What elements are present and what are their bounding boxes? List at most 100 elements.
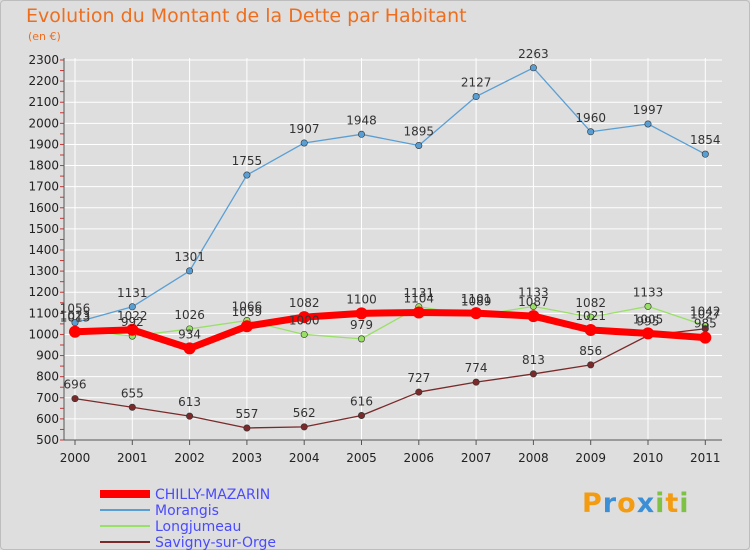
- x-tick-label: 2011: [690, 451, 721, 465]
- data-label: 1056: [60, 302, 91, 316]
- data-label: 562: [293, 406, 316, 420]
- data-label: 1133: [633, 285, 664, 299]
- data-point: [128, 403, 136, 411]
- data-label: 1042: [690, 305, 721, 319]
- data-point: [644, 302, 652, 310]
- data-point: [240, 320, 253, 333]
- logo-letter: r: [602, 488, 618, 519]
- legend: CHILLY-MAZARINMorangisLongjumeauSavigny-…: [100, 487, 276, 550]
- data-point: [186, 267, 194, 275]
- data-label: 995: [637, 315, 660, 329]
- y-tick-label: 2000: [28, 116, 59, 130]
- series-line: [74, 305, 706, 340]
- x-tick-label: 2009: [575, 451, 606, 465]
- data-point: [587, 313, 595, 321]
- x-tick-label: 2007: [461, 451, 492, 465]
- data-point: [529, 302, 537, 310]
- data-label: 1039: [232, 305, 263, 319]
- logo-letter: o: [617, 488, 637, 519]
- data-label: 1131: [117, 286, 148, 300]
- data-point: [529, 64, 537, 72]
- data-label: 1021: [575, 309, 606, 323]
- series-line: [71, 308, 709, 352]
- data-point: [300, 423, 308, 431]
- x-tick-label: 2002: [174, 451, 205, 465]
- data-point: [415, 142, 423, 150]
- data-point: [126, 323, 139, 336]
- series-line: [74, 328, 706, 429]
- data-label: 1066: [232, 300, 263, 314]
- data-label: 1022: [117, 309, 148, 323]
- data-label: 1960: [575, 111, 606, 125]
- data-label: 1082: [575, 296, 606, 310]
- data-label: 979: [350, 318, 373, 332]
- data-point: [527, 310, 540, 323]
- axes: 500 600 700 800 900 1000 1100 1200 1300 1400 1500 1…: [28, 53, 722, 465]
- data-label: 1895: [404, 125, 435, 139]
- data-point: [357, 412, 365, 420]
- y-tick-label: 2100: [28, 95, 59, 109]
- data-label: 1301: [174, 250, 205, 264]
- legend-label: CHILLY-MAZARIN: [155, 487, 270, 503]
- data-label: 727: [407, 371, 430, 385]
- data-label: 1005: [633, 312, 664, 326]
- series-line: [74, 67, 706, 324]
- y-tick-label: 1000: [28, 327, 59, 341]
- data-label: 1104: [404, 291, 435, 305]
- data-label: 616: [350, 395, 373, 409]
- legend-label: Morangis: [155, 503, 219, 519]
- data-label: 1907: [289, 122, 320, 136]
- y-tick-label: 1800: [28, 159, 59, 173]
- y-tick-label: 2300: [28, 53, 59, 67]
- y-tick-label: 1700: [28, 180, 59, 194]
- y-tick-label: 1200: [28, 285, 59, 299]
- x-tick-label: 2005: [346, 451, 377, 465]
- y-tick-label: 2200: [28, 74, 59, 88]
- data-point: [642, 327, 654, 340]
- data-label: 774: [465, 361, 488, 375]
- y-tick-label: 1300: [28, 264, 59, 278]
- data-label: 985: [694, 317, 717, 331]
- y-tick-label: 1600: [28, 201, 59, 215]
- data-point: [587, 361, 595, 369]
- data-label: 1082: [289, 296, 320, 310]
- data-label: 1948: [346, 113, 377, 127]
- data-point: [243, 424, 251, 432]
- data-point: [186, 325, 194, 333]
- y-tick-label: 1400: [28, 243, 59, 257]
- data-label: 2263: [518, 47, 549, 61]
- x-tick-label: 2004: [289, 451, 320, 465]
- data-label: 856: [579, 344, 602, 358]
- data-point: [357, 335, 365, 343]
- data-label: 1089: [461, 295, 492, 309]
- y-tick-label: 600: [36, 412, 59, 426]
- data-point: [415, 388, 423, 396]
- logo-letter: x: [636, 488, 656, 519]
- y-tick-label: 500: [36, 433, 59, 447]
- data-label: 655: [121, 386, 144, 400]
- data-point: [472, 93, 480, 101]
- data-point: [128, 303, 136, 311]
- y-tick-label: 1100: [28, 306, 59, 320]
- data-point: [412, 306, 425, 319]
- x-tick-label: 2008: [518, 451, 549, 465]
- x-tick-label: 2001: [117, 451, 148, 465]
- data-point: [186, 412, 194, 420]
- logo-letter: i: [655, 488, 666, 519]
- data-point: [587, 128, 595, 136]
- data-label: 1000: [289, 313, 320, 327]
- data-point: [298, 311, 311, 324]
- proxiti-logo: Proxiti: [582, 488, 690, 519]
- data-point: [644, 120, 652, 128]
- data-labels: 1056 1131 1301 1755 1907 1948 1895 2127 2263 1960…: [60, 47, 721, 421]
- x-tick-label: 2010: [633, 451, 664, 465]
- x-tick-label: 2000: [60, 451, 91, 465]
- data-label: 557: [235, 407, 258, 421]
- data-point: [357, 130, 365, 138]
- data-label: 696: [64, 378, 87, 392]
- data-label: 992: [121, 315, 144, 329]
- data-point: [71, 395, 79, 403]
- data-label: 1131: [404, 286, 435, 300]
- data-label: 1133: [518, 285, 549, 299]
